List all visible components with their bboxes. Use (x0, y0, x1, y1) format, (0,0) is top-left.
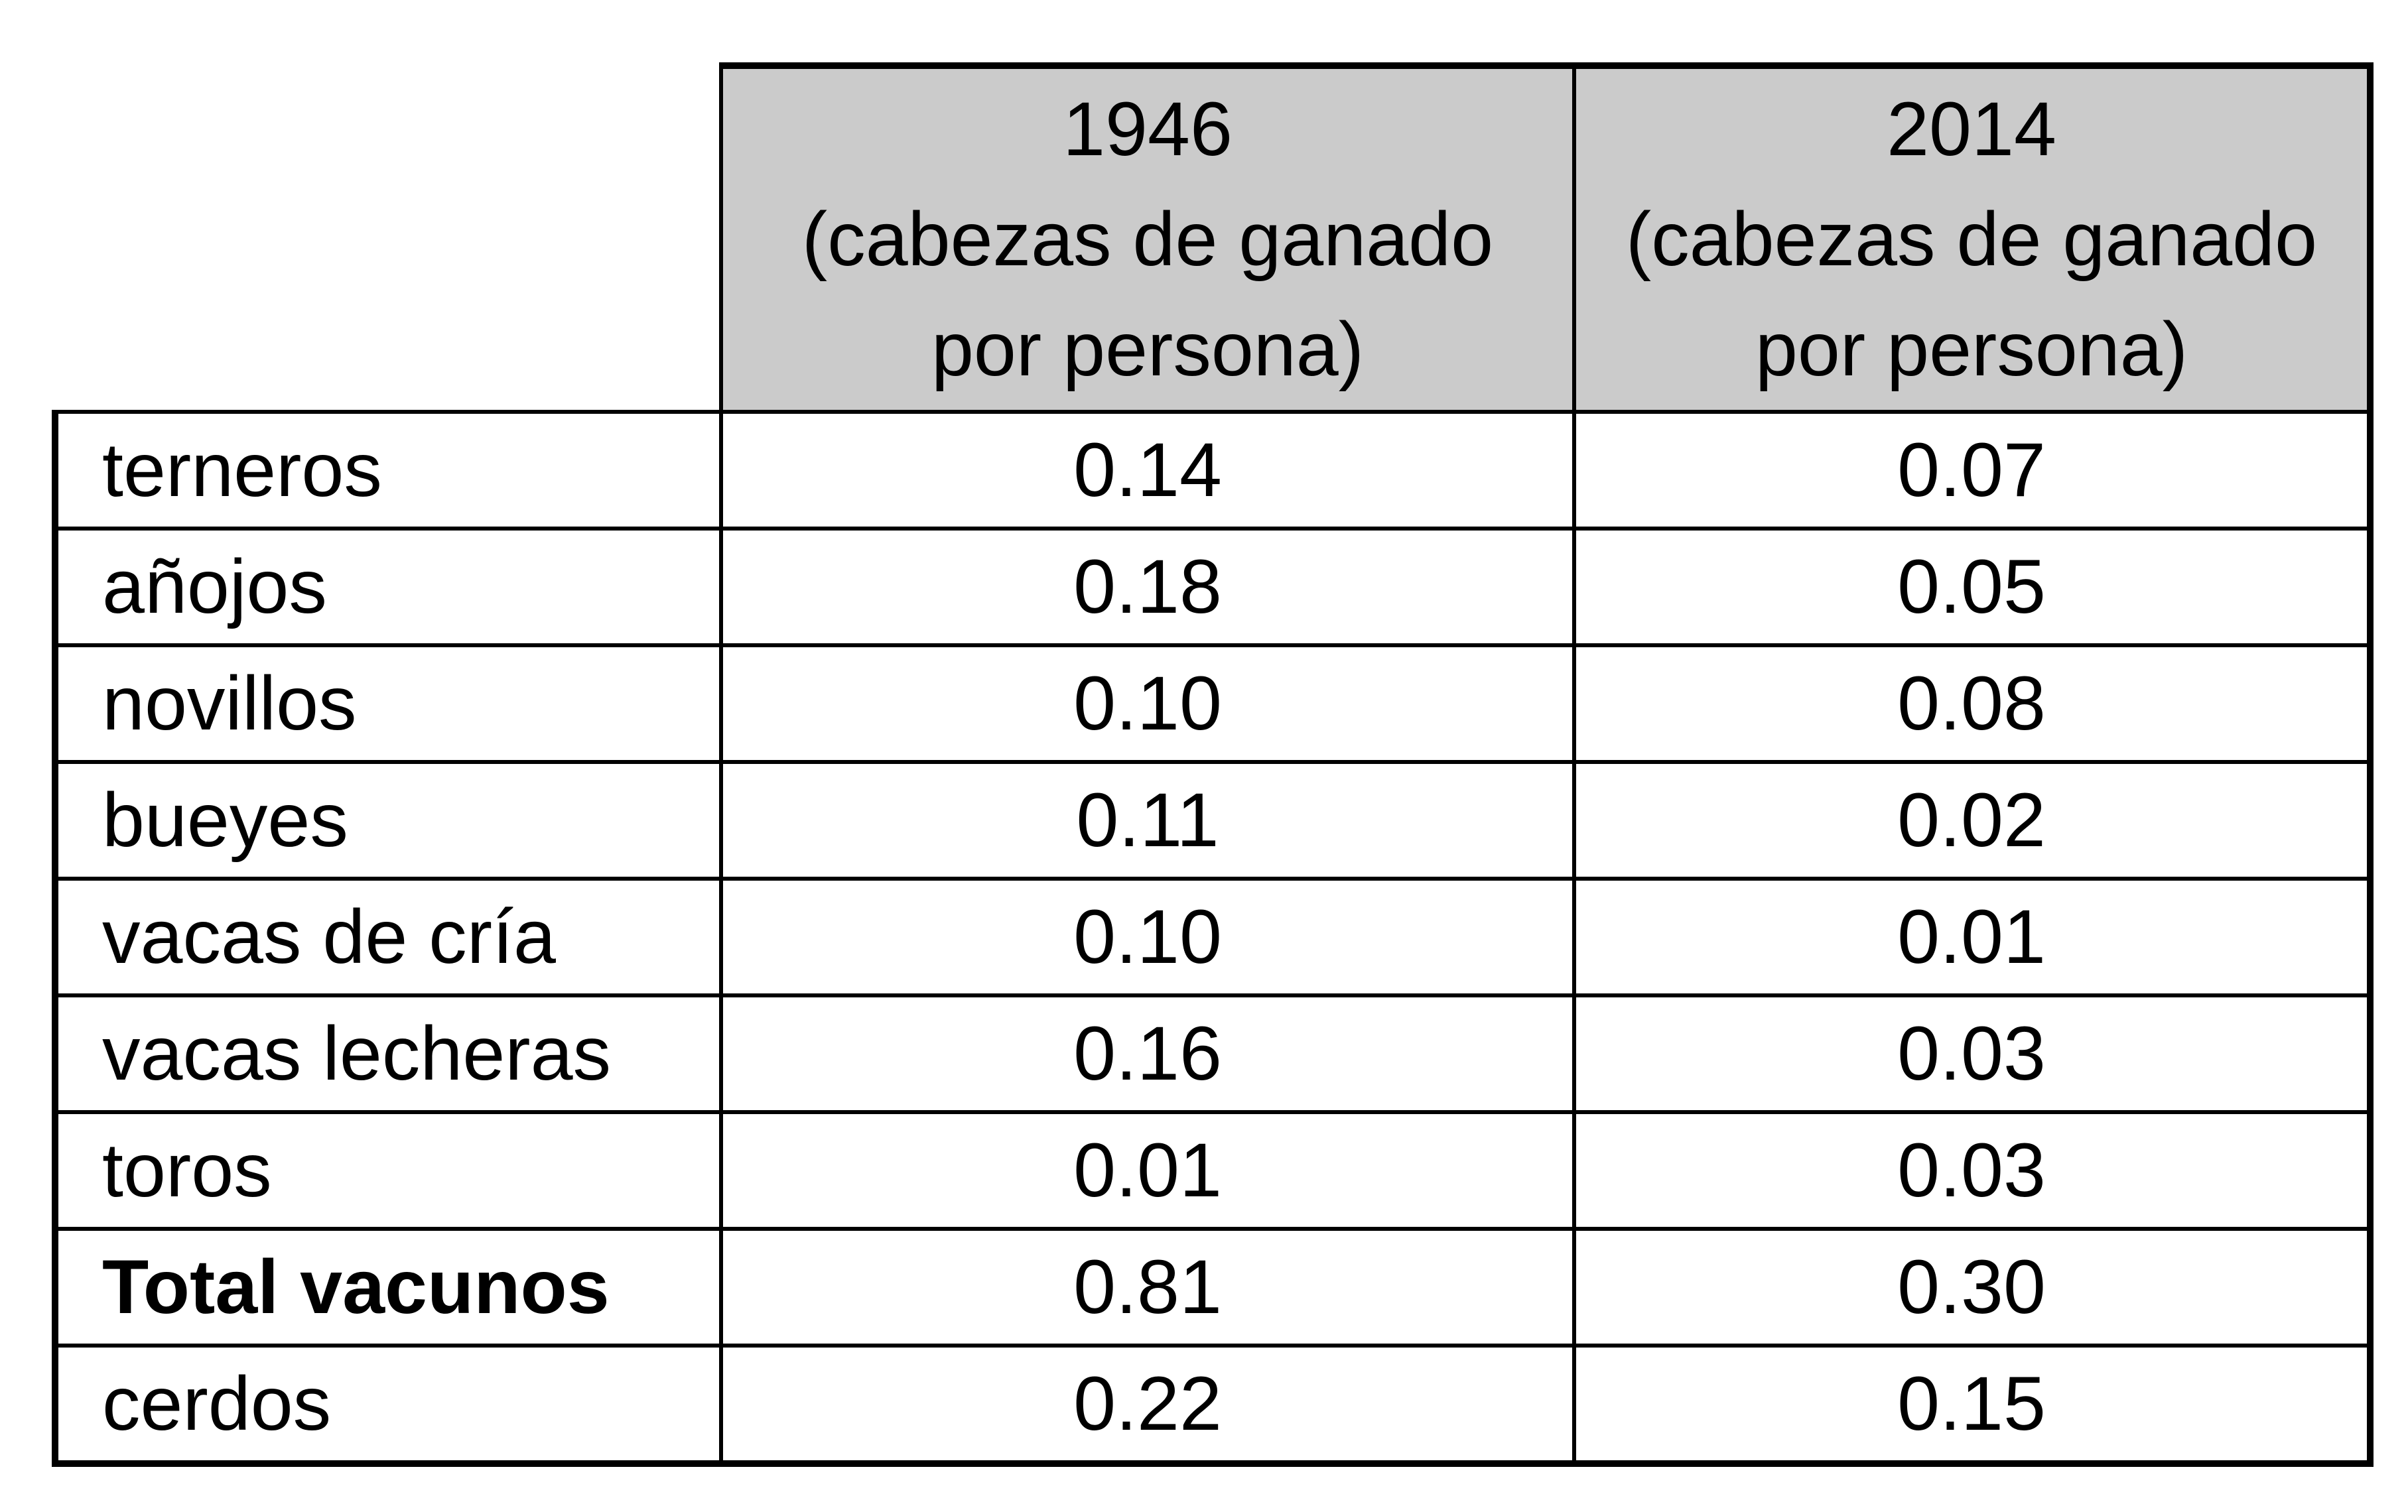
header-row: 1946 (cabezas de ganado por persona) 201… (55, 62, 2374, 414)
value-1946: 0.11 (719, 760, 1576, 881)
header-1946-subtitle-line2: por persona) (931, 307, 1365, 392)
row-label: vacas lecheras (52, 993, 723, 1114)
value-2014: 0.07 (1572, 410, 2374, 531)
value-2014: 0.30 (1572, 1227, 2374, 1348)
value-1946: 0.14 (719, 410, 1576, 531)
table-row-total-vacunos: Total vacunos 0.81 0.30 (52, 1227, 2374, 1348)
header-empty-cell (55, 66, 721, 412)
value-2014: 0.15 (1572, 1344, 2374, 1467)
row-label: novillos (52, 643, 723, 764)
row-label-total: Total vacunos (52, 1227, 723, 1348)
header-1946-year: 1946 (1063, 87, 1233, 172)
table-row-novillos: novillos 0.10 0.08 (52, 643, 2374, 764)
header-2014-year: 2014 (1887, 87, 2056, 172)
value-1946: 0.01 (719, 1110, 1576, 1231)
value-2014: 0.03 (1572, 1110, 2374, 1231)
row-label: vacas de cría (52, 877, 723, 997)
table-row-vacas-de-cria: vacas de cría 0.10 0.01 (52, 877, 2374, 997)
value-2014: 0.08 (1572, 643, 2374, 764)
table-row-vacas-lecheras: vacas lecheras 0.16 0.03 (52, 993, 2374, 1114)
table-row-terneros: terneros 0.14 0.07 (52, 410, 2374, 531)
header-1946-subtitle-line1: (cabezas de ganado (801, 197, 1494, 282)
row-label: bueyes (52, 760, 723, 881)
value-2014: 0.02 (1572, 760, 2374, 881)
row-label: terneros (52, 410, 723, 531)
value-1946: 0.18 (719, 527, 1576, 647)
row-label: añojos (52, 527, 723, 647)
row-label: toros (52, 1110, 723, 1231)
header-2014: 2014 (cabezas de ganado por persona) (1572, 62, 2374, 414)
table-row-cerdos: cerdos 0.22 0.15 (52, 1344, 2374, 1467)
value-2014: 0.05 (1572, 527, 2374, 647)
value-1946: 0.16 (719, 993, 1576, 1114)
value-1946: 0.81 (719, 1227, 1576, 1348)
livestock-table: 1946 (cabezas de ganado por persona) 201… (52, 62, 2374, 1467)
value-2014: 0.01 (1572, 877, 2374, 997)
value-1946: 0.10 (719, 877, 1576, 997)
table-row-bueyes: bueyes 0.11 0.02 (52, 760, 2374, 881)
value-1946: 0.10 (719, 643, 1576, 764)
row-label: cerdos (52, 1344, 723, 1467)
table-row-toros: toros 0.01 0.03 (52, 1110, 2374, 1231)
value-2014: 0.03 (1572, 993, 2374, 1114)
header-1946: 1946 (cabezas de ganado por persona) (719, 62, 1576, 414)
header-2014-subtitle-line1: (cabezas de ganado (1625, 197, 2318, 282)
header-2014-subtitle-line2: por persona) (1755, 307, 2188, 392)
table-row-anojos: añojos 0.18 0.05 (52, 527, 2374, 647)
value-1946: 0.22 (719, 1344, 1576, 1467)
